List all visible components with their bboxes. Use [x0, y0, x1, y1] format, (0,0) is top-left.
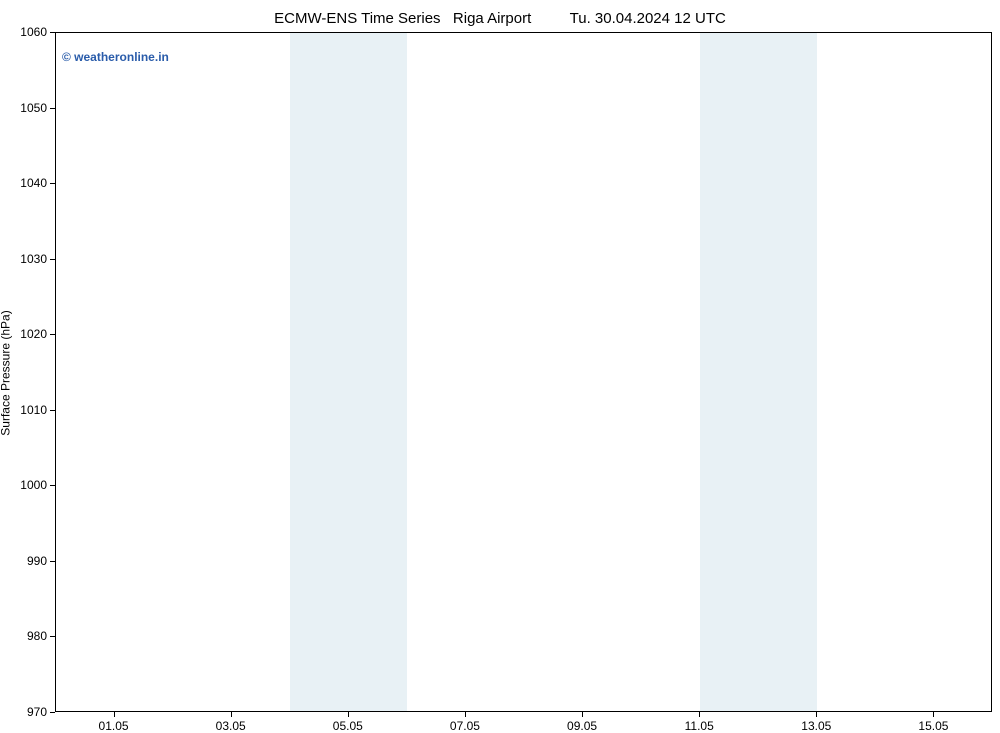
- y-tick-label: 970: [0, 705, 47, 719]
- chart-title: ECMW-ENS Time Series Riga Airport Tu. 30…: [0, 10, 1000, 27]
- y-tick-label: 980: [0, 629, 47, 643]
- y-tick-mark: [50, 636, 55, 637]
- y-tick-mark: [50, 561, 55, 562]
- x-tick-label: 15.05: [918, 719, 948, 733]
- x-tick-label: 07.05: [450, 719, 480, 733]
- x-tick-label: 13.05: [801, 719, 831, 733]
- y-tick-mark: [50, 485, 55, 486]
- x-tick-mark: [582, 712, 583, 717]
- title-model: ECMW-ENS Time Series: [274, 10, 440, 27]
- pressure-chart: ECMW-ENS Time Series Riga Airport Tu. 30…: [0, 0, 1000, 733]
- y-tick-mark: [50, 334, 55, 335]
- x-tick-mark: [231, 712, 232, 717]
- y-tick-label: 1000: [0, 478, 47, 492]
- y-axis-label-container: Surface Pressure (hPa): [0, 32, 14, 713]
- y-tick-mark: [50, 410, 55, 411]
- y-tick-label: 1030: [0, 252, 47, 266]
- x-tick-label: 11.05: [685, 719, 714, 733]
- y-tick-label: 1060: [0, 25, 47, 39]
- watermark: © weatheronline.in: [62, 50, 169, 64]
- plot-area: [55, 32, 992, 712]
- title-station: Riga Airport: [453, 10, 531, 27]
- weekend-band: [290, 33, 407, 711]
- x-tick-mark: [465, 712, 466, 717]
- y-tick-label: 990: [0, 554, 47, 568]
- x-tick-mark: [114, 712, 115, 717]
- x-tick-label: 05.05: [333, 719, 363, 733]
- y-tick-mark: [50, 712, 55, 713]
- title-datetime: Tu. 30.04.2024 12 UTC: [570, 10, 726, 27]
- y-tick-mark: [50, 32, 55, 33]
- y-tick-label: 1020: [0, 327, 47, 341]
- y-tick-label: 1010: [0, 403, 47, 417]
- weekend-band: [700, 33, 817, 711]
- x-tick-label: 01.05: [99, 719, 129, 733]
- x-tick-mark: [933, 712, 934, 717]
- x-tick-label: 09.05: [567, 719, 597, 733]
- y-tick-label: 1050: [0, 101, 47, 115]
- y-tick-label: 1040: [0, 176, 47, 190]
- x-tick-mark: [699, 712, 700, 717]
- x-tick-mark: [348, 712, 349, 717]
- y-tick-mark: [50, 183, 55, 184]
- x-tick-mark: [816, 712, 817, 717]
- y-tick-mark: [50, 108, 55, 109]
- x-tick-label: 03.05: [216, 719, 246, 733]
- y-tick-mark: [50, 259, 55, 260]
